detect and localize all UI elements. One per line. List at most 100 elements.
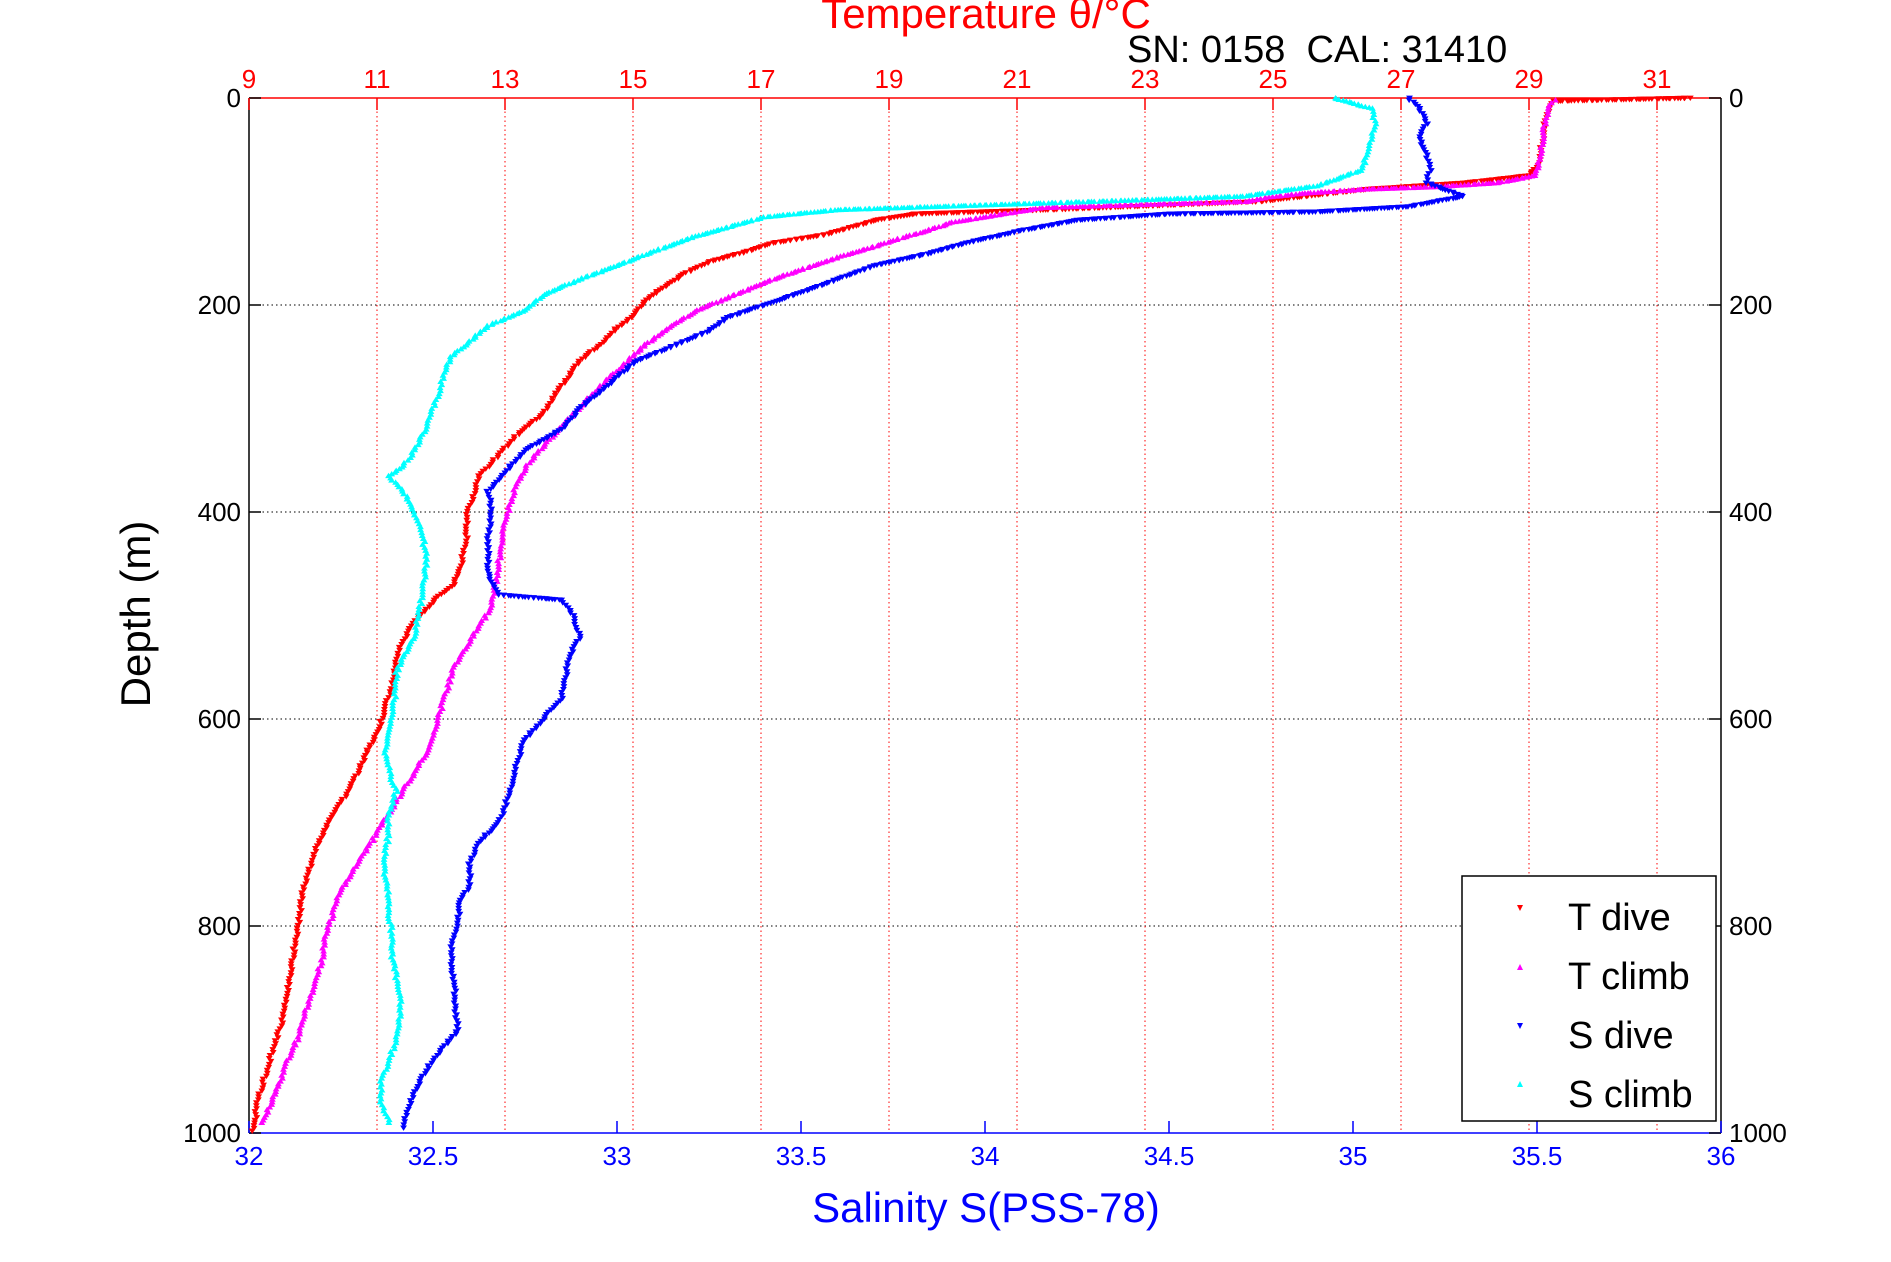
data-point xyxy=(469,497,477,503)
data-point xyxy=(452,1006,459,1012)
data-point xyxy=(266,1104,274,1110)
data-point xyxy=(418,600,426,607)
data-point xyxy=(437,591,445,598)
data-point xyxy=(1330,177,1338,183)
data-point xyxy=(558,426,566,433)
data-point xyxy=(466,864,474,870)
data-point xyxy=(273,1032,281,1038)
data-point xyxy=(810,262,818,269)
data-point xyxy=(342,794,350,800)
data-point xyxy=(1540,132,1548,139)
data-point xyxy=(376,718,384,725)
data-point xyxy=(551,597,559,603)
depth-tick-label: 1000 xyxy=(183,1118,241,1148)
data-point xyxy=(383,1066,391,1072)
data-point xyxy=(1539,129,1547,136)
data-point xyxy=(409,1092,417,1098)
data-point xyxy=(320,951,328,957)
data-point xyxy=(1542,117,1549,124)
data-point xyxy=(303,878,311,884)
data-point xyxy=(411,444,419,450)
data-point xyxy=(676,317,684,324)
data-point xyxy=(1020,200,1028,207)
data-point xyxy=(1322,180,1329,186)
data-point xyxy=(720,318,728,324)
data-point xyxy=(400,1125,407,1131)
data-point xyxy=(282,1060,289,1066)
data-point xyxy=(380,856,388,862)
data-point xyxy=(391,1045,398,1052)
data-point xyxy=(503,802,511,808)
data-point xyxy=(298,908,305,914)
data-point xyxy=(916,229,924,236)
data-point xyxy=(278,1017,285,1023)
data-point xyxy=(1117,197,1125,204)
data-point xyxy=(485,494,493,501)
data-point xyxy=(844,251,852,257)
data-point xyxy=(288,967,296,973)
data-point xyxy=(255,1094,263,1100)
data-point xyxy=(986,213,994,219)
legend: T dive T climb S dive S climb xyxy=(1461,875,1717,1122)
data-point xyxy=(624,367,631,373)
data-point xyxy=(513,760,521,767)
data-point xyxy=(450,982,458,989)
data-point xyxy=(1175,200,1183,206)
data-point xyxy=(561,424,569,430)
data-point xyxy=(1535,162,1543,168)
data-point xyxy=(448,670,456,676)
data-point xyxy=(400,490,407,497)
data-point xyxy=(532,725,540,732)
depth-tick-label: 600 xyxy=(1729,704,1772,734)
data-point xyxy=(267,1058,275,1065)
data-point xyxy=(440,589,448,596)
data-point xyxy=(453,920,461,927)
data-point xyxy=(495,592,502,598)
data-point xyxy=(1579,98,1587,104)
data-point xyxy=(565,657,573,663)
data-point xyxy=(421,565,428,571)
data-point xyxy=(929,225,937,232)
data-point xyxy=(419,591,427,598)
data-point xyxy=(403,493,411,499)
legend-box xyxy=(1461,875,1717,1122)
legend-item-s-dive: S dive xyxy=(1517,1015,1674,1057)
data-point xyxy=(254,1097,262,1103)
data-point xyxy=(396,992,404,998)
data-point xyxy=(333,894,341,901)
data-point xyxy=(483,536,491,542)
data-point xyxy=(252,1103,260,1109)
data-point xyxy=(721,296,729,302)
data-point xyxy=(1201,194,1208,201)
data-point xyxy=(317,962,325,969)
data-point xyxy=(455,905,463,912)
data-point xyxy=(391,681,399,688)
up-triangle-marker-icon xyxy=(1517,1081,1523,1087)
data-point xyxy=(415,759,423,766)
data-point xyxy=(403,780,411,787)
data-point xyxy=(397,661,405,668)
data-point xyxy=(291,949,299,955)
data-point xyxy=(949,203,957,209)
data-point xyxy=(915,253,923,259)
data-point xyxy=(463,514,471,521)
data-point xyxy=(1334,208,1342,214)
data-point xyxy=(555,428,563,434)
data-point xyxy=(1539,123,1547,130)
data-point xyxy=(460,551,467,557)
data-point xyxy=(258,1119,266,1126)
data-point xyxy=(468,500,476,506)
data-point xyxy=(551,431,559,437)
data-point xyxy=(496,551,504,558)
temperature-tick-label: 27 xyxy=(1387,64,1416,94)
data-point xyxy=(792,237,800,243)
data-point xyxy=(435,390,443,397)
data-point xyxy=(487,521,495,527)
data-point xyxy=(418,582,426,589)
data-point xyxy=(470,852,478,859)
data-point xyxy=(727,223,735,229)
data-point xyxy=(408,503,415,510)
data-point xyxy=(924,251,932,257)
data-point xyxy=(451,997,459,1003)
depth-tick-label: 0 xyxy=(227,83,241,113)
